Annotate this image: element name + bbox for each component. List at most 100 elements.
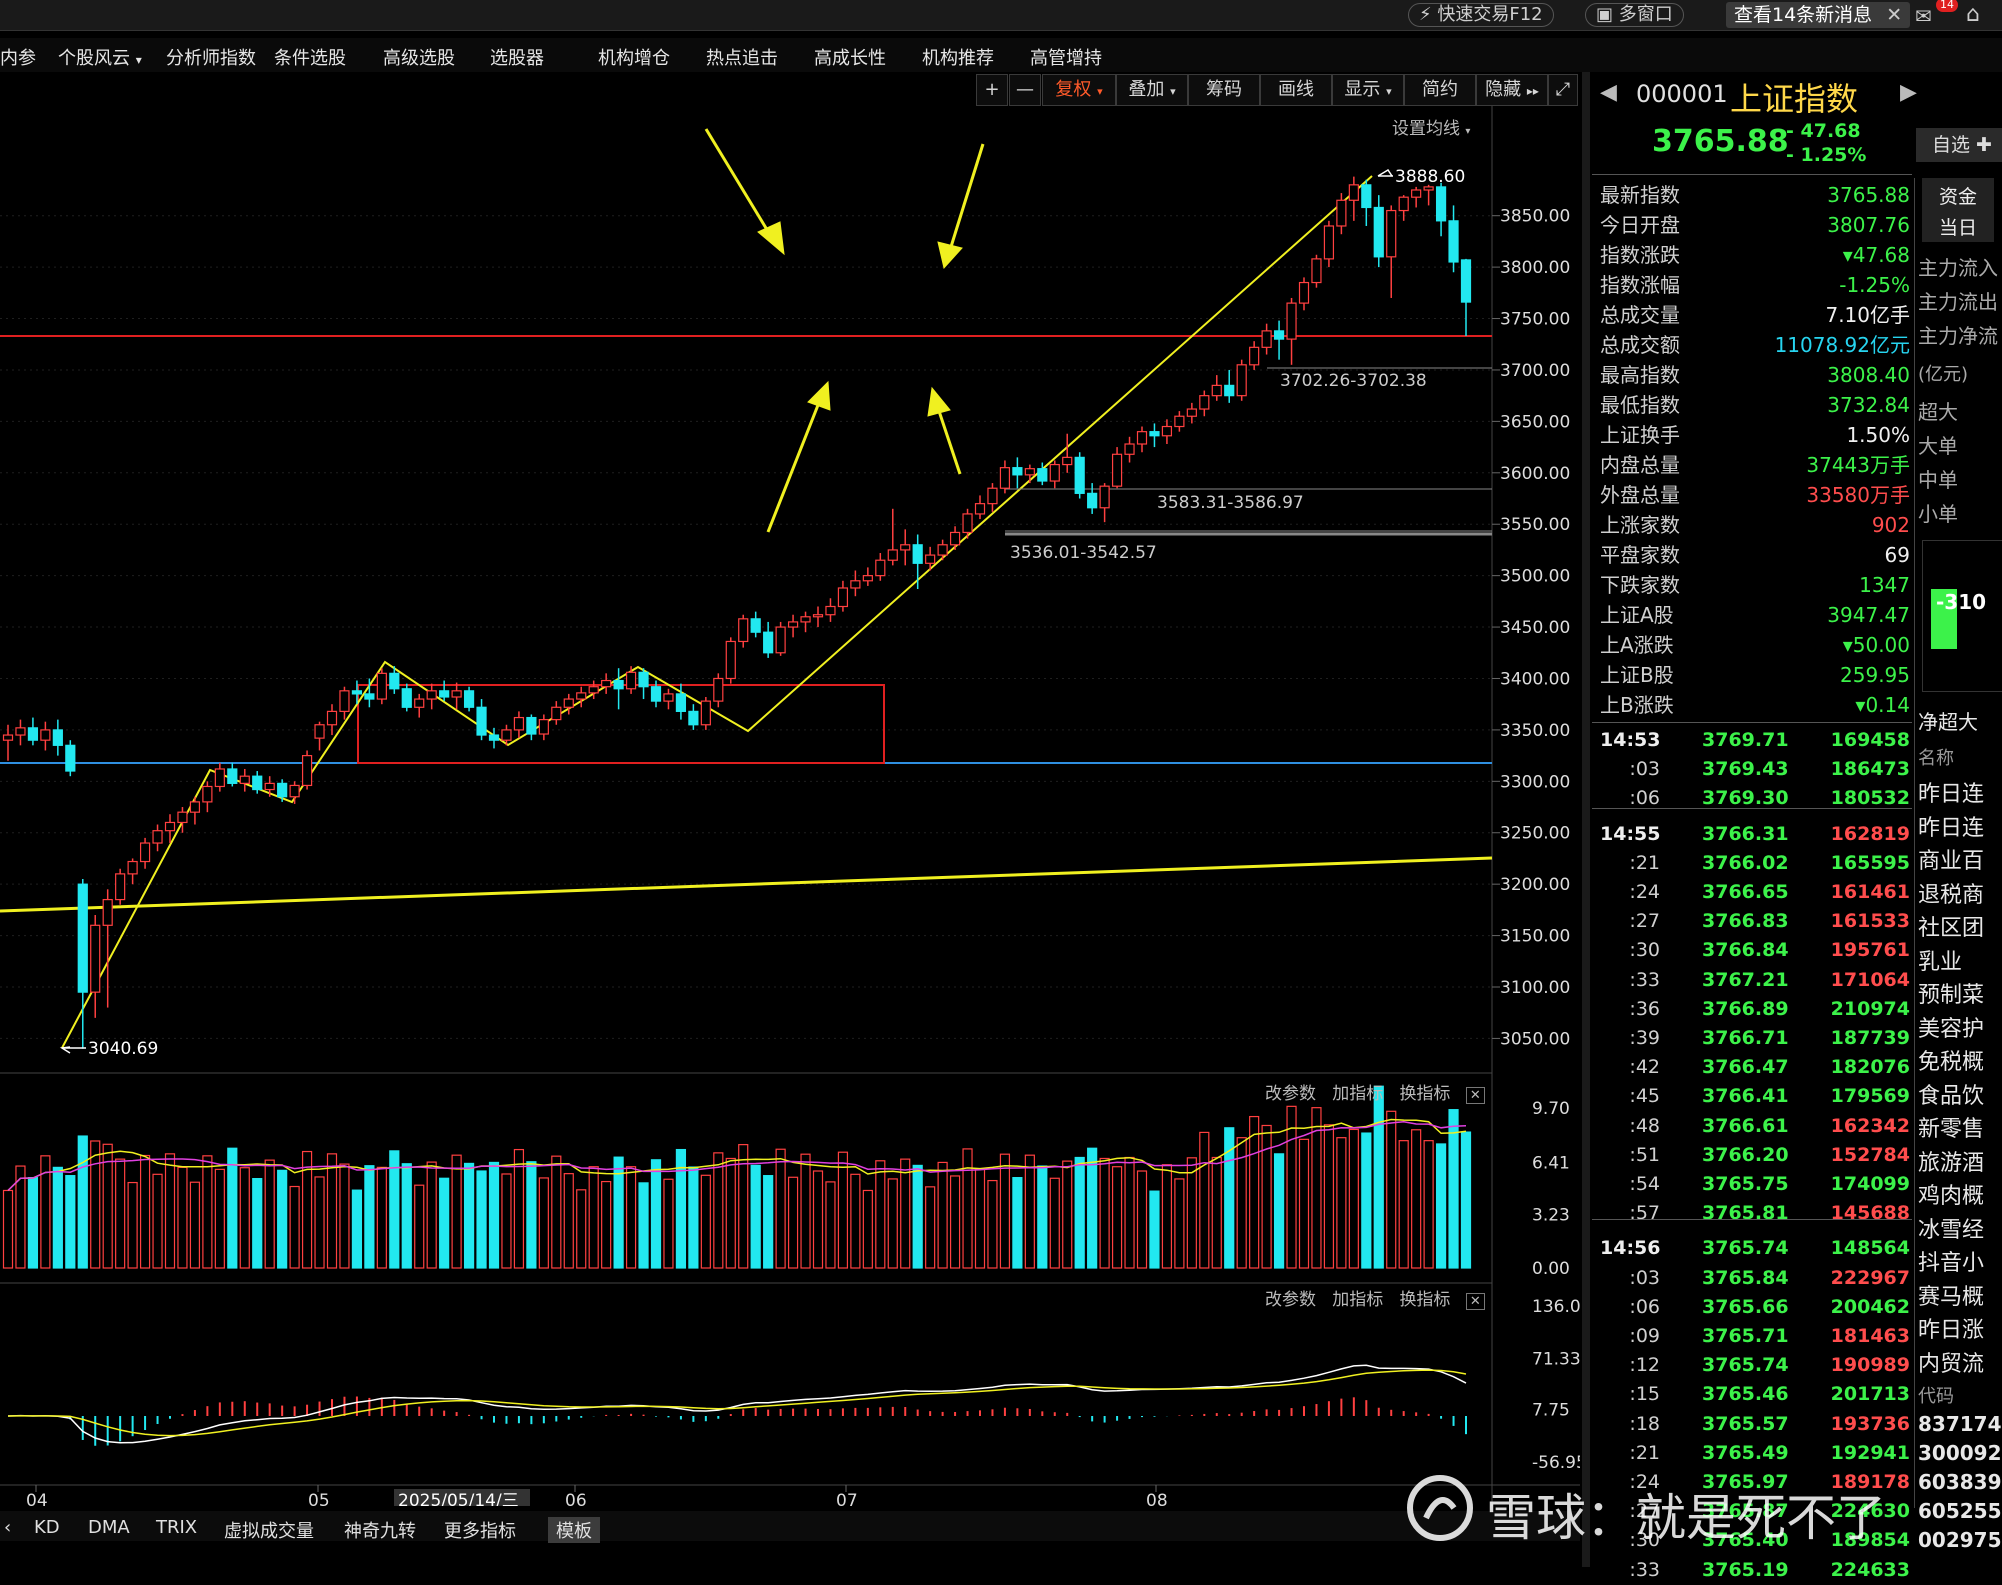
candle[interactable] (1211, 375, 1222, 401)
candle[interactable] (1037, 462, 1048, 486)
tick-row[interactable]: :24 3765.97 189178 (1600, 1468, 1910, 1497)
candle[interactable] (1074, 452, 1085, 499)
tab-template[interactable]: 模板 (548, 1517, 600, 1543)
sector-item[interactable]: 乳业 (1918, 949, 1963, 975)
candle[interactable] (700, 696, 711, 730)
volume-bar[interactable] (40, 1155, 51, 1269)
candle[interactable] (314, 721, 325, 751)
volume-bar[interactable] (1149, 1190, 1160, 1269)
volume-bar[interactable] (115, 1158, 126, 1269)
tick-row[interactable]: :45 3766.41 179569 (1600, 1082, 1910, 1111)
fullscreen-icon[interactable]: ⤢ (1548, 74, 1578, 106)
tab-magic-nine[interactable]: 神奇九转 (344, 1521, 416, 1542)
candle[interactable] (364, 678, 375, 708)
candle[interactable] (127, 858, 138, 885)
candle[interactable] (189, 796, 201, 825)
volume-bar[interactable] (52, 1166, 63, 1269)
candle[interactable] (576, 686, 587, 708)
volume-bar[interactable] (1174, 1178, 1185, 1269)
volume-bar[interactable] (538, 1177, 549, 1269)
candle[interactable] (115, 868, 126, 905)
tab-virtual-volume[interactable]: 虚拟成交量 (224, 1521, 314, 1542)
candle[interactable] (426, 683, 437, 710)
chevron-left-icon[interactable]: ‹ (4, 1517, 12, 1538)
chips-button[interactable]: 筹码 (1188, 74, 1260, 106)
display-button[interactable]: 显示 ▾ (1332, 74, 1404, 106)
candle[interactable] (202, 781, 213, 813)
candle[interactable] (488, 727, 500, 749)
volume-bar[interactable] (625, 1166, 637, 1269)
candle[interactable] (414, 693, 425, 718)
candle[interactable] (164, 814, 176, 844)
ma-settings-button[interactable]: 设置均线 ▾ (1392, 119, 1471, 139)
volume-bar[interactable] (1423, 1140, 1434, 1269)
candle[interactable] (650, 680, 662, 708)
stock-code-item[interactable]: 300092 (1918, 1441, 2002, 1465)
candle[interactable] (252, 771, 263, 794)
quick-trade-button[interactable]: ⚡ 快速交易F12 (1408, 3, 1554, 27)
candle[interactable] (339, 686, 350, 720)
swap-indicator-button[interactable]: 换指标 (1399, 1084, 1451, 1104)
volume-bar[interactable] (663, 1178, 674, 1269)
volume-bar[interactable] (1012, 1177, 1023, 1269)
candle[interactable] (900, 529, 911, 566)
candle[interactable] (949, 526, 961, 550)
candle[interactable] (1174, 411, 1185, 432)
volume-bar[interactable] (875, 1160, 886, 1269)
sector-item[interactable]: 免税概 (1918, 1050, 1985, 1075)
fuquan-button[interactable]: 复权 ▾ (1042, 74, 1116, 106)
candle[interactable] (1024, 464, 1035, 484)
candle[interactable] (675, 683, 687, 720)
volume-bar[interactable] (1323, 1124, 1335, 1269)
volume-bar[interactable] (1386, 1110, 1397, 1269)
candle[interactable] (1186, 402, 1197, 424)
stock-code-item[interactable]: 605255 (1918, 1499, 2002, 1523)
tick-row[interactable]: :15 3765.46 201713 (1600, 1380, 1910, 1409)
candle[interactable] (1311, 254, 1322, 288)
candle[interactable] (912, 534, 923, 590)
volume-bar[interactable] (1211, 1156, 1222, 1269)
menu-item-condition-select[interactable]: 条件选股 (274, 48, 346, 69)
menu-item-exec-increase[interactable]: 高管增持 (1030, 48, 1102, 69)
candle[interactable] (987, 483, 998, 512)
candle[interactable] (1062, 433, 1073, 473)
volume-bar[interactable] (763, 1175, 774, 1269)
candle[interactable] (227, 762, 238, 787)
candle[interactable] (613, 668, 624, 710)
add-watchlist-button[interactable]: 自选 ✚ (1916, 128, 2002, 162)
volume-bar[interactable] (949, 1175, 961, 1269)
volume-bar[interactable] (127, 1181, 138, 1269)
candle[interactable] (887, 508, 898, 566)
volume-bar[interactable] (601, 1180, 612, 1269)
volume-bar[interactable] (1049, 1177, 1060, 1269)
menu-item-high-growth[interactable]: 高成长性 (814, 48, 886, 69)
tab-dma[interactable]: DMA (88, 1517, 130, 1538)
volume-bar[interactable] (139, 1154, 151, 1269)
stock-code-item[interactable]: 603839 (1918, 1470, 2002, 1494)
candle[interactable] (800, 611, 811, 633)
volume-bar[interactable] (638, 1182, 649, 1269)
sector-item[interactable]: 鸡肉概 (1918, 1184, 1985, 1209)
volume-bar[interactable] (999, 1153, 1011, 1269)
volume-bar[interactable] (1298, 1138, 1310, 1269)
candle[interactable] (588, 680, 599, 700)
candle[interactable] (1286, 297, 1297, 365)
volume-bar[interactable] (439, 1177, 450, 1269)
candle[interactable] (862, 567, 873, 586)
tick-row[interactable]: :48 3766.61 162342 (1600, 1112, 1910, 1141)
volume-bar[interactable] (90, 1140, 101, 1269)
volume-bar[interactable] (1249, 1115, 1260, 1269)
candle[interactable] (925, 546, 936, 571)
candle[interactable] (825, 598, 836, 622)
add-indicator-button[interactable]: 加指标 (1332, 1290, 1384, 1310)
volume-bar[interactable] (202, 1155, 213, 1269)
tick-row[interactable]: 14:55 3766.31 162819 (1600, 820, 1910, 849)
candle[interactable] (1460, 258, 1472, 337)
volume-bar[interactable] (563, 1173, 574, 1269)
close-icon[interactable]: ✕ (1465, 1293, 1485, 1310)
volume-bar[interactable] (850, 1173, 861, 1269)
swap-indicator-button[interactable]: 换指标 (1399, 1290, 1451, 1310)
candle[interactable] (2, 724, 14, 761)
candle[interactable] (937, 539, 948, 561)
volume-bar[interactable] (1099, 1157, 1110, 1269)
